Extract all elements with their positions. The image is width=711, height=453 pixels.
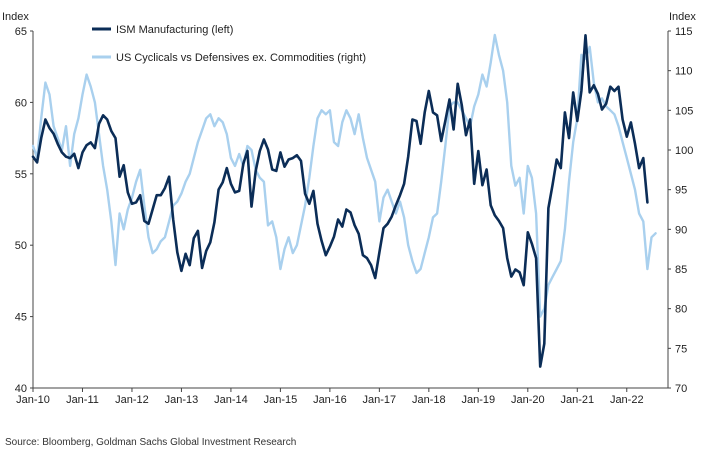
right-tick-label: 100 [675, 145, 693, 157]
x-tick-label: Jan-16 [313, 394, 347, 406]
right-tick-label: 95 [675, 185, 687, 197]
x-tick-label: Jan-21 [560, 394, 594, 406]
x-tick-label: Jan-10 [16, 394, 50, 406]
right-tick-label: 90 [675, 224, 687, 236]
left-tick-label: 65 [15, 26, 27, 38]
source-note: Source: Bloomberg, Goldman Sachs Global … [5, 437, 296, 448]
series-layer [31, 33, 657, 368]
legend: ISM Manufacturing (left) US Cyclicals vs… [92, 24, 366, 64]
x-tick-label: Jan-12 [115, 394, 149, 406]
legend-label-ism: ISM Manufacturing (left) [116, 24, 233, 36]
x-tick-label: Jan-14 [214, 394, 248, 406]
left-tick-label: 55 [15, 169, 27, 181]
x-tick-label: Jan-17 [363, 394, 397, 406]
axes [30, 30, 671, 392]
right-tick-label: 115 [675, 26, 693, 38]
x-tick-label: Jan-22 [610, 394, 644, 406]
series-line-cyclicals-vs-defensives [31, 33, 657, 318]
right-tick-label: 105 [675, 105, 693, 117]
x-tick-label: Jan-19 [462, 394, 496, 406]
right-axis-title: Index [669, 11, 696, 23]
series-line-ism-manufacturing [31, 34, 649, 368]
left-tick-label: 45 [15, 312, 27, 324]
x-tick-label: Jan-13 [165, 394, 199, 406]
right-tick-label: 70 [675, 383, 687, 395]
x-tick-label: Jan-20 [511, 394, 545, 406]
right-tick-label: 85 [675, 264, 687, 276]
right-tick-label: 110 [675, 66, 693, 78]
left-axis-title: Index [2, 11, 29, 23]
left-tick-label: 50 [15, 240, 27, 252]
right-tick-label: 80 [675, 304, 687, 316]
x-tick-label: Jan-18 [412, 394, 446, 406]
tick-labels: 40 45 50 55 60 65 70 75 80 85 90 95 100 105 110 115 Jan-… [15, 26, 694, 406]
legend-label-cyclicals: US Cyclicals vs Defensives ex. Commoditi… [116, 52, 366, 64]
left-tick-label: 60 [15, 97, 27, 109]
x-tick-label: Jan-11 [66, 394, 99, 406]
left-tick-label: 40 [15, 383, 27, 395]
x-tick-label: Jan-15 [264, 394, 298, 406]
right-tick-label: 75 [675, 343, 687, 355]
